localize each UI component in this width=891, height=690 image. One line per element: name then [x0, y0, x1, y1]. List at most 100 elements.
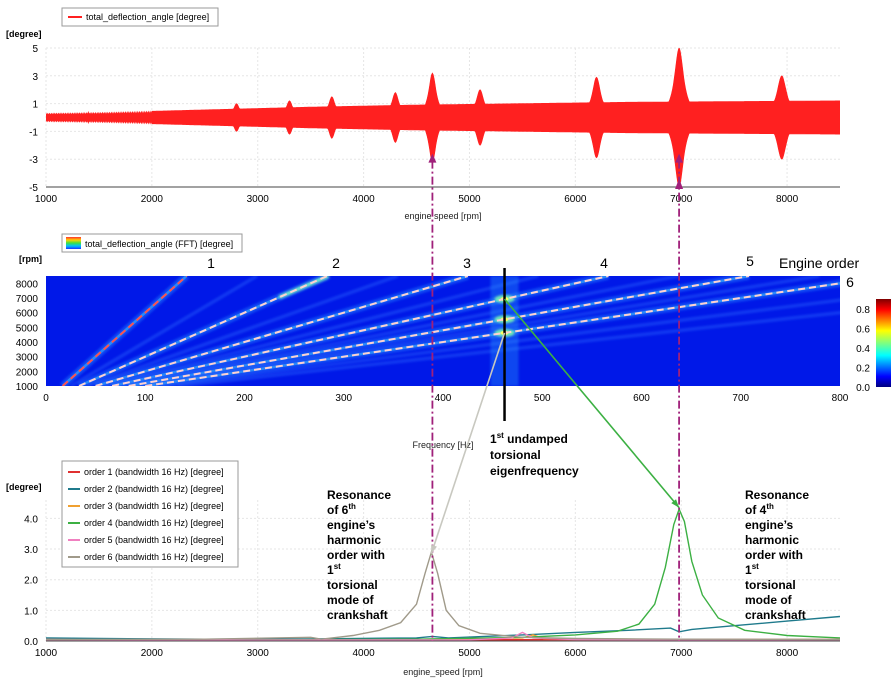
engine-order-line — [128, 276, 750, 386]
series-line — [46, 631, 840, 641]
y-tick-label: 5 — [32, 44, 38, 55]
y-tick-label: 0.0 — [24, 637, 38, 648]
engine-order-line — [61, 276, 188, 386]
x-tick-label: 400 — [435, 393, 452, 404]
engine-order-title: Engine order — [779, 255, 860, 271]
resonance-marker-top — [675, 153, 684, 163]
resonance-annotation-line: crankshaft — [327, 608, 388, 622]
y-tick-label: 4.0 — [24, 514, 38, 525]
colorbar — [876, 299, 891, 387]
x-tick-label: 700 — [732, 393, 749, 404]
y-tick-label: 7000 — [16, 294, 39, 305]
eigen-label-number: 1 — [490, 432, 497, 446]
resonance-annotation-line: harmonic — [745, 533, 799, 547]
x-tick-label: 4000 — [352, 648, 375, 659]
y-axis-unit-orders: [degree] — [6, 482, 42, 492]
x-tick-label: 100 — [137, 393, 154, 404]
x-tick-label: 8000 — [776, 194, 799, 205]
x-tick-label: 8000 — [776, 648, 799, 659]
panel-fft: total_deflection_angle (FFT) [degree] [r… — [16, 233, 891, 478]
ticks-orders: 1000 2000 3000 4000 5000 6000 7000 8000 0.0 1.0 2.… — [24, 514, 799, 659]
x-tick-label: 3000 — [247, 648, 270, 659]
series-line — [46, 549, 840, 641]
y-tick-label: 1 — [32, 100, 38, 111]
resonance-annotation-line: crankshaft — [745, 608, 806, 622]
y-tick-label: -5 — [29, 183, 38, 194]
x-tick-label: 2000 — [141, 194, 164, 205]
x-tick-label: 2000 — [141, 648, 164, 659]
resonance-annotation-line: mode of — [745, 593, 793, 607]
resonance-annotation-line: torsional — [327, 578, 378, 592]
x-tick-label: 200 — [236, 393, 253, 404]
y-axis-unit-fft: [rpm] — [19, 254, 42, 264]
eigen-label-line2: torsional — [490, 448, 541, 462]
engine-order-label: 1 — [207, 255, 215, 271]
x-tick-label: 6000 — [564, 194, 587, 205]
resonance-annotation-line: harmonic — [327, 533, 381, 547]
y-tick-label: 2000 — [16, 367, 39, 378]
legend-box-fft — [61, 233, 243, 253]
engine-order-line — [78, 276, 328, 386]
x-tick-label: 7000 — [670, 194, 693, 205]
resonance-annotation-line: order with — [745, 548, 803, 562]
engine-order-labels: 1 2 3 4 5 6 — [207, 253, 854, 290]
x-axis-label-fft: Frequency [Hz] — [412, 440, 473, 450]
legend-label-fft: total_deflection_angle (FFT) [degree] — [85, 239, 233, 249]
y-tick-label: -3 — [29, 155, 38, 166]
x-tick-label: 300 — [335, 393, 352, 404]
eigenfrequency-label: 1st undamped torsional eigenfrequency — [490, 431, 579, 478]
x-tick-label: 500 — [534, 393, 551, 404]
colorbar-tick-label: 0.8 — [856, 305, 870, 316]
ridge-faint — [70, 276, 258, 386]
y-tick-label: 8000 — [16, 279, 39, 290]
x-tick-label: 0 — [43, 393, 49, 404]
x-tick-label: 1000 — [35, 194, 58, 205]
resonance-arrowhead — [671, 499, 680, 508]
y-tick-label: 6000 — [16, 309, 39, 320]
ridge-faint — [178, 311, 840, 386]
resonance-annotation-line: of 4th — [745, 502, 774, 517]
colorbar-ticks: 0.8 0.6 0.4 0.2 0.0 — [856, 305, 870, 394]
y-tick-label: 3.0 — [24, 545, 38, 556]
series-line — [46, 615, 840, 640]
y-tick-label: 3000 — [16, 353, 39, 364]
colorbar-tick-label: 0.4 — [856, 344, 870, 355]
x-tick-label: 1000 — [35, 648, 58, 659]
colorbar-tick-label: 0.0 — [856, 383, 870, 394]
panel-orders: [degree] 1000 2000 3000 4000 5000 6000 7000 800… — [6, 460, 840, 677]
ridge-faint — [86, 276, 399, 386]
x-tick-label: 5000 — [458, 194, 481, 205]
resonance-marker-top — [428, 153, 437, 163]
panel-deflection: total_deflection_angle [degree] [degree]… — [6, 7, 840, 221]
legend-label: order 1 (bandwidth 16 Hz) [degree] — [84, 467, 224, 477]
resonance-arrow — [503, 298, 680, 509]
x-tick-label: 6000 — [564, 648, 587, 659]
resonance-annotation-line: engine’s — [745, 518, 794, 532]
colorbar-tick-label: 0.2 — [856, 363, 870, 374]
y-tick-label: 4000 — [16, 338, 39, 349]
colorbar-tick-label: 0.6 — [856, 324, 870, 335]
eigen-label-line1: undamped — [507, 432, 568, 446]
x-tick-label: 4000 — [352, 194, 375, 205]
resonance-annotation-line: 1st — [745, 562, 759, 577]
legend-label-deflection: total_deflection_angle [degree] — [86, 12, 209, 22]
legend-swatch-fft — [66, 237, 81, 249]
x-tick-label: 7000 — [670, 648, 693, 659]
resonance-annotation-line: order with — [327, 548, 385, 562]
y-axis-unit-deflection: [degree] — [6, 29, 42, 39]
resonance-annotation-line: of 6th — [327, 502, 356, 517]
resonance-annotation-line: Resonance — [745, 488, 809, 502]
x-tick-label: 600 — [633, 393, 650, 404]
engine-order-label: 5 — [746, 253, 754, 269]
resonance-annotation-line: 1st — [327, 562, 341, 577]
resonance-arrowhead — [431, 544, 437, 554]
legend-label: order 4 (bandwidth 16 Hz) [degree] — [84, 518, 224, 528]
resonance-annotation-line: engine’s — [327, 518, 376, 532]
legend-label: order 3 (bandwidth 16 Hz) [degree] — [84, 501, 224, 511]
resonance-arrow — [430, 332, 506, 554]
y-tick-label: 1000 — [16, 382, 39, 393]
y-tick-label: 2.0 — [24, 576, 38, 587]
y-tick-label: 3 — [32, 72, 38, 83]
